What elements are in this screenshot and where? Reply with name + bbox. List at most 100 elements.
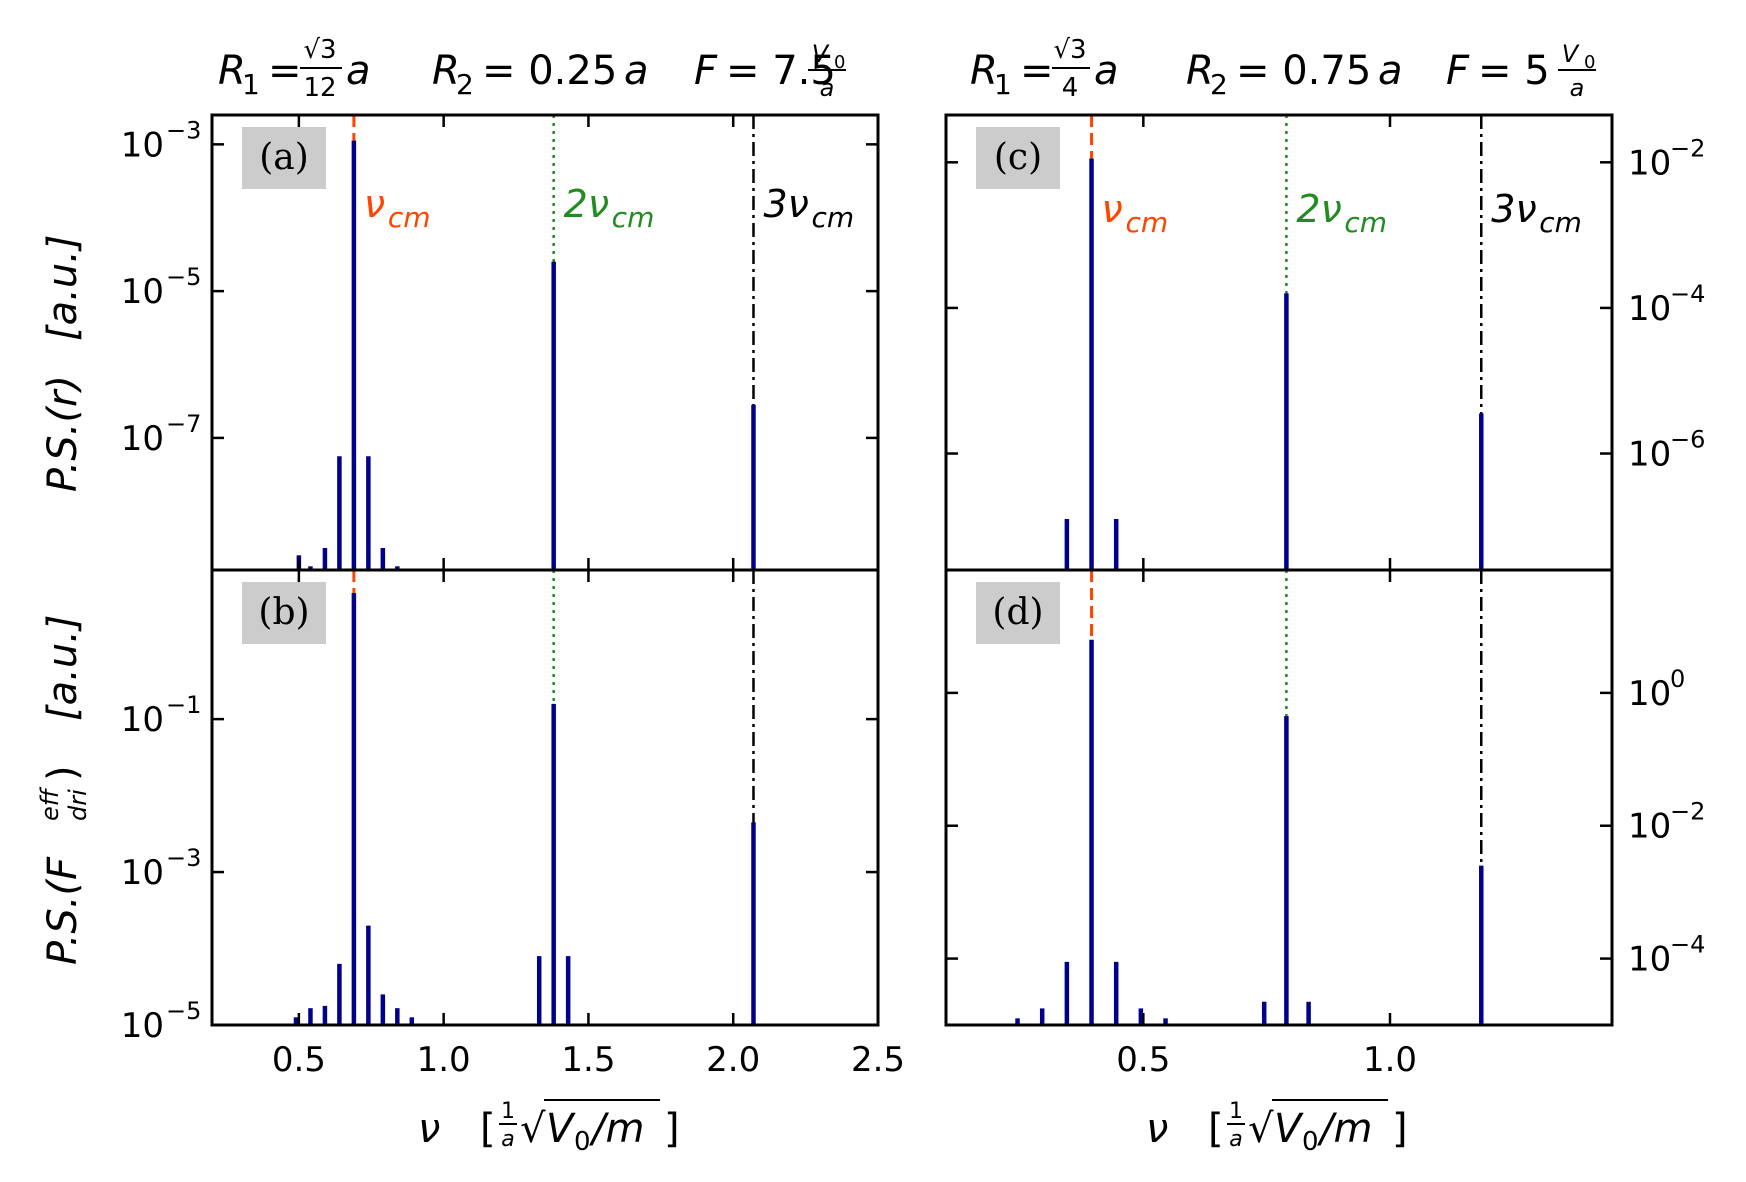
- y-tick-exponent: −7: [166, 410, 201, 438]
- xlabel-right-sqrt: √: [1248, 1106, 1274, 1152]
- y-tick-label: 10: [1628, 940, 1671, 980]
- panel-frame: [210, 568, 880, 1027]
- title-right-f-num-sub: 0: [1584, 52, 1595, 73]
- ylabel-top-text: P.S.(r): [40, 375, 86, 492]
- xlabel-left-open: [: [480, 1106, 496, 1152]
- xlabel-right-nu: ν: [1146, 1106, 1168, 1152]
- panel-b: 10−110−310 −50.5 1.0 1.5 2.0 2.5(b): [121, 568, 905, 1080]
- title-right-r1-num: √3: [1053, 35, 1086, 65]
- title-left-f: F: [694, 48, 718, 94]
- y-tick-label: 10: [121, 419, 164, 459]
- two-nu-cm-label: 2ν: [564, 182, 609, 226]
- y-tick-label: 10: [121, 853, 164, 893]
- nu-cm-label-sub: cm: [1126, 206, 1169, 239]
- x-tick-label: 1.0: [1363, 1040, 1417, 1080]
- nu-cm-label: ν: [1102, 187, 1123, 231]
- title-right-r2: R: [1186, 48, 1214, 94]
- title-left-f-den: a: [820, 74, 835, 102]
- title-right-r1: R: [970, 48, 998, 94]
- title-left-f-num-sub: 0: [834, 52, 845, 73]
- title-left-r1-unit: a: [346, 48, 371, 94]
- nu-cm-label-sub: cm: [388, 201, 431, 234]
- title-left-r2-eq: = 0.25: [482, 48, 617, 94]
- y-tick-exponent: −2: [1670, 798, 1705, 826]
- panel-label: (b): [258, 592, 309, 633]
- title-right: R 1 = √3 4 a R 2 = 0.75 a F = 5 V 0 a: [970, 35, 1596, 103]
- xlabel-left-rest: /m: [589, 1106, 644, 1152]
- y-tick-exponent: −5: [166, 263, 201, 291]
- title-right-f-eq: = 5: [1478, 48, 1550, 94]
- panel-label: (d): [992, 592, 1043, 633]
- panel-frame: [944, 568, 1614, 1027]
- xlabel-right-frac-num: 1: [1229, 1099, 1243, 1124]
- y-tick-label: 10: [121, 700, 164, 740]
- y-tick-exponent: −5: [166, 997, 201, 1025]
- y-tick-exponent: −2: [1670, 134, 1705, 162]
- x-tick-label: 1.5: [561, 1040, 615, 1080]
- y-tick-exponent: 0: [1670, 665, 1685, 693]
- xlabel-left-v-sub: 0: [574, 1127, 591, 1157]
- ylabel-bottom-sup: eff: [36, 786, 64, 821]
- panel-label: (a): [259, 137, 309, 178]
- xlabel-right-close: ]: [1392, 1106, 1408, 1152]
- y-tick-exponent: −1: [166, 691, 201, 719]
- title-left-r1-num: √3: [303, 35, 336, 65]
- xlabel-left-nu: ν: [418, 1106, 440, 1152]
- title-right-f-den: a: [1570, 74, 1585, 102]
- title-left-r1: R: [218, 48, 246, 94]
- title-right-r2-unit: a: [1378, 48, 1403, 94]
- y-tick-exponent: −3: [166, 844, 201, 872]
- ylabel-bottom-suffix: ): [40, 765, 86, 781]
- ylabel-bottom-prefix: P.S.(F: [40, 856, 86, 965]
- title-left-r1-den: 12: [303, 73, 336, 103]
- panel-a: 10−310−510 −7(a)ν cm 2ν cm 3ν cm: [121, 113, 880, 572]
- panel-label-box: [242, 127, 326, 189]
- y-tick-exponent: −4: [1670, 280, 1705, 308]
- title-right-r1-den: 4: [1062, 73, 1079, 103]
- xlabel-right-rest: /m: [1317, 1106, 1372, 1152]
- y-tick-label: 10: [121, 1006, 164, 1046]
- y-tick-label: 10: [121, 272, 164, 312]
- title-right-f-num: V: [1562, 40, 1580, 68]
- y-tick-exponent: −6: [1670, 426, 1705, 454]
- panel-label-box: [976, 127, 1060, 189]
- three-nu-cm-label-sub: cm: [1539, 206, 1582, 239]
- panel-label-box: [976, 582, 1060, 644]
- panel-label: (c): [994, 137, 1042, 178]
- y-tick-label: 10: [1628, 807, 1671, 847]
- title-left-r2: R: [432, 48, 460, 94]
- xlabel-right-open: [: [1208, 1106, 1224, 1152]
- title-left: R 1 = √3 12 a R 2 = 0.25 a F = 7.5 V 0 a: [218, 35, 846, 103]
- title-left-r2-sub: 2: [456, 68, 474, 101]
- three-nu-cm-label-sub: cm: [811, 201, 854, 234]
- ylabel-bottom-sub: dri: [64, 789, 92, 821]
- panel-label-box: [242, 582, 326, 644]
- x-tick-label: 0.5: [272, 1040, 326, 1080]
- title-right-r1-eq: =: [1020, 48, 1054, 94]
- title-left-r2-unit: a: [624, 48, 649, 94]
- xlabel-right: ν [ 1 a √ V 0 /m ]: [1146, 1099, 1408, 1157]
- two-nu-cm-label-sub: cm: [1344, 206, 1387, 239]
- xlabel-left-close: ]: [664, 1106, 680, 1152]
- xlabel-left: ν [ 1 a √ V 0 /m ]: [418, 1099, 680, 1157]
- y-tick-exponent: −4: [1670, 931, 1705, 959]
- y-tick-label: 10: [1628, 143, 1671, 183]
- xlabel-right-frac-den: a: [1229, 1127, 1242, 1152]
- ylabel-bottom: P.S.(F eff dri ) [a.u.]: [36, 614, 92, 965]
- xlabel-left-sqrt: √: [520, 1106, 546, 1152]
- y-tick-label: 10: [121, 125, 164, 165]
- ylabel-top: P.S.(r) [a.u.]: [40, 234, 86, 492]
- title-left-r1-sub: 1: [242, 68, 260, 101]
- y-tick-exponent: −3: [166, 116, 201, 144]
- title-right-r2-sub: 2: [1210, 68, 1228, 101]
- three-nu-cm-label: 3ν: [763, 182, 808, 226]
- xlabel-left-v: V: [546, 1106, 576, 1152]
- y-tick-label: 10: [1628, 435, 1671, 475]
- xlabel-right-v-sub: 0: [1302, 1127, 1319, 1157]
- title-right-r2-eq: = 0.75: [1236, 48, 1371, 94]
- x-tick-label: 2.0: [706, 1040, 760, 1080]
- xlabel-left-frac-num: 1: [501, 1099, 515, 1124]
- ylabel-top-unit: [a.u.]: [40, 234, 86, 341]
